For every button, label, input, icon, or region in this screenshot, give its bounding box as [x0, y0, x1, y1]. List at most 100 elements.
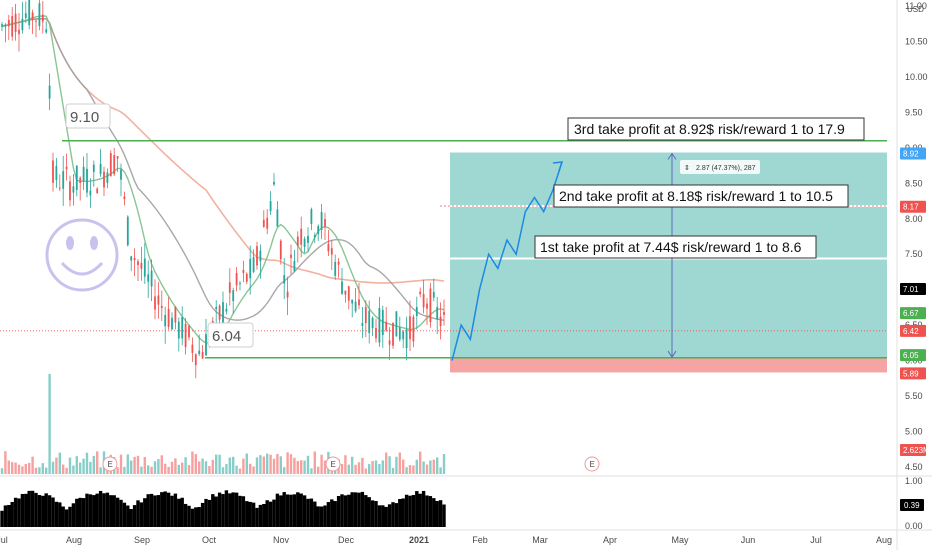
volume-bar: [388, 456, 391, 474]
candle-body: [327, 243, 330, 252]
indicator-bar: [231, 492, 235, 527]
volume-bar: [174, 458, 177, 474]
indicator-pane: [0, 490, 446, 527]
volume-bar: [228, 457, 231, 474]
indicator-bar: [88, 494, 93, 527]
candle-body: [426, 303, 428, 309]
indicator-bar: [251, 502, 256, 527]
volume-bar: [187, 465, 191, 474]
candle-body: [123, 196, 126, 200]
indicator-bar: [306, 498, 310, 527]
candle-body: [296, 236, 299, 246]
earnings-marker[interactable]: E: [584, 456, 600, 472]
indicator-bar: [255, 507, 259, 527]
price-badge: [900, 444, 926, 456]
volume-bar: [436, 457, 439, 474]
indicator-bar: [58, 502, 62, 527]
indicator-bar: [17, 498, 21, 527]
volume-bar: [167, 466, 170, 474]
earnings-marker[interactable]: E: [102, 456, 118, 472]
volume-bar: [136, 455, 140, 474]
candle-body: [419, 291, 422, 295]
candle-body: [354, 301, 357, 312]
time-tick-label: Feb: [472, 535, 488, 545]
indicator-bar: [190, 508, 195, 527]
indicator-bar: [180, 497, 184, 527]
indicator-bar: [228, 493, 232, 527]
candle-body: [347, 286, 350, 301]
indicator-bar: [81, 498, 86, 527]
projection-path[interactable]: [451, 161, 563, 361]
indicator-bar: [381, 505, 385, 527]
tp2-annotation-box[interactable]: [553, 184, 849, 208]
volume-bar: [24, 464, 27, 474]
volume-bar: [283, 467, 286, 474]
volume-bar: [4, 451, 7, 474]
indicator-bar: [20, 493, 25, 527]
svg-text:E: E: [590, 460, 595, 469]
indicator-bar: [207, 499, 212, 527]
time-axis[interactable]: Jul Aug Sep Oct Nov Dec 2021 Feb Mar Apr May Jun Jul…: [0, 535, 892, 545]
price-badge-label: 8.17: [903, 203, 919, 212]
volume-bar: [79, 462, 82, 474]
volume-bar: [238, 468, 242, 474]
tp1-annotation-box[interactable]: [534, 235, 817, 259]
tp3-annotation-box[interactable]: [567, 117, 865, 141]
volume-bar: [289, 454, 293, 474]
candle-body: [262, 219, 265, 227]
volume-bar: [147, 465, 150, 474]
indicator-bar: [377, 505, 382, 527]
candle-body: [286, 291, 289, 298]
indicator-bar: [204, 498, 208, 527]
volume-bar: [300, 460, 303, 474]
candle-body: [103, 171, 105, 188]
price-tick-label: 8.50: [905, 178, 923, 188]
volume-bar: [28, 462, 31, 474]
volume-bar: [89, 461, 92, 474]
price-tick-label: 10.50: [905, 36, 928, 46]
candle-body: [385, 321, 388, 331]
price-badge: [900, 307, 926, 320]
volume-bar: [306, 455, 310, 474]
candle-body: [55, 165, 58, 181]
svg-text:E: E: [108, 460, 113, 469]
indicator-bar: [435, 501, 439, 527]
volume-bar: [133, 456, 136, 474]
volume-bar: [286, 452, 289, 474]
candle-body: [92, 164, 95, 172]
volume-bar: [62, 464, 65, 474]
high-label-box: [65, 103, 111, 129]
indicator-axis: 1.00 0.39 0.00: [900, 476, 924, 531]
indicator-bar: [415, 491, 419, 527]
volume-bar: [432, 459, 435, 474]
candle-body: [392, 322, 394, 346]
indicator-bar: [323, 505, 327, 527]
volume-bar: [378, 464, 381, 474]
earnings-marker[interactable]: E: [325, 456, 341, 472]
price-tick-label: 4.50: [905, 462, 923, 472]
candle-body: [330, 248, 333, 255]
price-badge-label: 7.01: [903, 285, 919, 294]
candle-body: [371, 317, 374, 329]
candle-body: [412, 316, 415, 342]
candle-body: [201, 351, 204, 359]
volume-bar: [7, 460, 10, 474]
candle-body: [256, 246, 258, 266]
indicator-bar: [374, 501, 378, 527]
candle-body: [24, 13, 27, 18]
candle-body: [150, 270, 153, 287]
tp3-annotation: 3rd take profit at 8.92$ risk/reward 1 t…: [574, 121, 845, 137]
price-badge-label: 8.92: [903, 150, 919, 159]
volume-bar: [276, 453, 279, 474]
candle-body: [388, 340, 391, 345]
indicator-bar: [224, 490, 229, 527]
indicator-bar: [319, 506, 324, 527]
price-badge: [900, 200, 926, 213]
indicator-bar: [41, 495, 45, 527]
candle-body: [69, 181, 71, 201]
price-badge: [900, 367, 926, 380]
svg-text:E: E: [331, 460, 336, 469]
candle-body: [11, 15, 14, 37]
price-badge-label: 6.67: [903, 309, 919, 318]
